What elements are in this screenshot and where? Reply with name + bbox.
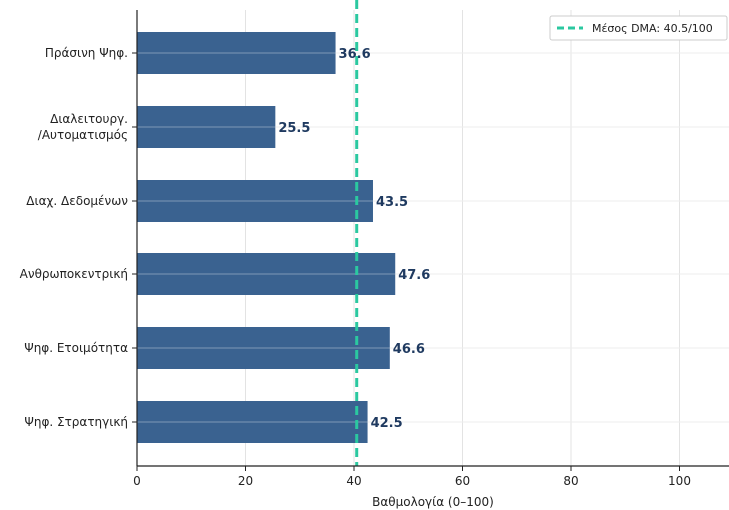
- bar-2: [137, 180, 373, 222]
- x-tick-label-4: 80: [563, 474, 578, 488]
- bar-value-label-4: 46.6: [393, 342, 425, 357]
- x-axis-title: Βαθμολογία (0–100): [372, 495, 494, 509]
- bar-value-label-0: 36.6: [339, 47, 371, 62]
- category-label-3: Ανθρωποκεντρική: [20, 267, 128, 281]
- category-label-5: Ψηφ. Στρατηγική: [24, 415, 128, 429]
- bars: [137, 32, 729, 443]
- x-tick-label-1: 20: [238, 474, 253, 488]
- bar-value-label-3: 47.6: [398, 268, 430, 283]
- bar-1: [137, 106, 276, 148]
- bar-value-label-5: 42.5: [371, 416, 403, 431]
- x-tick-label-2: 40: [346, 474, 361, 488]
- x-tick-label-5: 100: [668, 474, 691, 488]
- legend: Μέσος DMA: 40.5/100: [549, 15, 728, 41]
- x-tick-label-0: 0: [133, 474, 141, 488]
- bar-4: [137, 327, 390, 369]
- value-labels: 36.6 25.5 43.5 47.6 46.6 42.5: [278, 47, 430, 431]
- category-label-2: Διαχ. Δεδομένων: [26, 194, 128, 208]
- bar-0: [137, 32, 336, 74]
- bar-value-label-1: 25.5: [278, 121, 310, 136]
- bar-3: [137, 253, 396, 295]
- x-tick-label-3: 60: [455, 474, 470, 488]
- bar-value-label-2: 43.5: [376, 195, 408, 210]
- grid: [136, 10, 729, 466]
- legend-box: [549, 15, 728, 41]
- axes: 0 20 40 60 80 100 Πράσινη Ψηφ. Διαλειτουργ./Αυτ…: [20, 10, 729, 488]
- category-label-1: Διαλειτουργ./Αυτοματισμός: [38, 112, 128, 142]
- category-label-4: Ψηφ. Ετοιμότητα: [24, 341, 128, 355]
- legend-label-reference-line: Μέσος DMA: 40.5/100: [592, 22, 713, 35]
- category-label-0: Πράσινη Ψηφ.: [45, 46, 128, 60]
- bar-5: [137, 401, 368, 443]
